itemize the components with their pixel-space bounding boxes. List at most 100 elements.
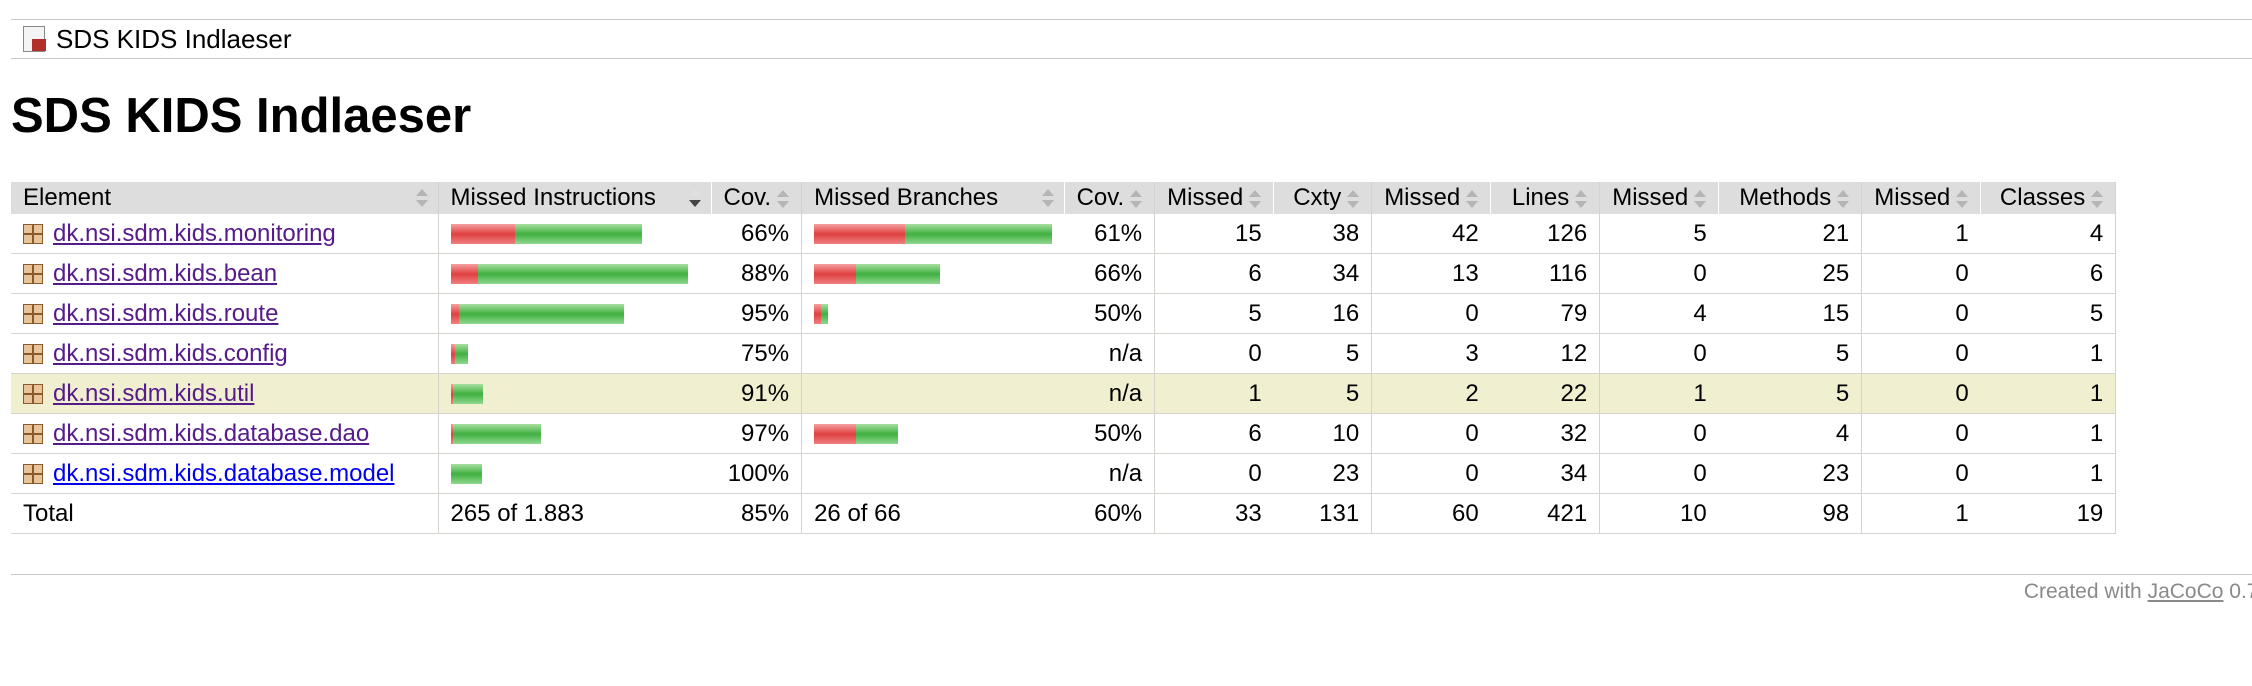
- covered-segment: [453, 383, 484, 404]
- table-row: dk.nsi.sdm.kids.config 75% n/a 0 5 3 12 0 5 0 1: [11, 333, 2117, 374]
- missed-segment: [450, 423, 453, 444]
- coverage-bar: [450, 383, 700, 404]
- instructions-bar-cell: [438, 453, 711, 494]
- table-body: dk.nsi.sdm.kids.monitoring 66% 61% 15 38 42 12…: [11, 214, 2117, 494]
- count-cell: 5: [1273, 373, 1373, 414]
- count-cell: 0: [1599, 413, 1719, 454]
- count-cell: 0: [1371, 293, 1491, 334]
- package-link[interactable]: dk.nsi.sdm.kids.route: [53, 299, 279, 327]
- count-cell: 16: [1273, 293, 1373, 334]
- count-cell: 10: [1273, 413, 1373, 454]
- footer-link[interactable]: JaCoCo: [2147, 580, 2224, 603]
- page-title: SDS KIDS Indlaeser: [11, 89, 472, 143]
- package-link[interactable]: dk.nsi.sdm.kids.database.model: [53, 459, 395, 487]
- column-header[interactable]: Classes: [1980, 182, 2117, 214]
- header-label: Missed: [1874, 184, 1951, 211]
- count-cell: 1: [1980, 373, 2117, 414]
- covered-segment: [478, 263, 689, 284]
- footer-version: 0.7.9: [2229, 580, 2252, 603]
- package-link[interactable]: dk.nsi.sdm.kids.config: [53, 339, 288, 367]
- count-cell: 4: [1718, 413, 1863, 454]
- coverage-bar: [450, 343, 700, 364]
- total-cell: 26 of 66: [801, 493, 1065, 534]
- covered-segment: [458, 303, 624, 324]
- count-cell: 32: [1490, 413, 1601, 454]
- count-cell: 6: [1154, 253, 1274, 294]
- count-cell: 5: [1273, 333, 1373, 374]
- column-header[interactable]: Missed Branches: [801, 182, 1065, 214]
- column-header[interactable]: Cov.: [711, 182, 803, 214]
- coverage-cell: n/a: [1064, 373, 1156, 414]
- column-header[interactable]: Lines: [1490, 182, 1601, 214]
- element-cell: dk.nsi.sdm.kids.monitoring: [11, 214, 439, 254]
- missed-segment: [450, 303, 459, 324]
- total-cell: 421: [1490, 493, 1601, 534]
- element-cell: dk.nsi.sdm.kids.util: [11, 373, 439, 414]
- count-cell: 25: [1718, 253, 1863, 294]
- count-cell: 1: [1599, 373, 1719, 414]
- package-icon: [23, 344, 43, 365]
- coverage-bar: [450, 423, 700, 444]
- sort-icon: [1347, 189, 1360, 208]
- count-cell: 0: [1861, 373, 1981, 414]
- branches-bar-cell: [801, 373, 1065, 414]
- column-header[interactable]: Missed Instructions: [438, 182, 712, 214]
- count-cell: 12: [1490, 333, 1601, 374]
- count-cell: 1: [1154, 373, 1274, 414]
- coverage-cell: 88%: [711, 253, 803, 294]
- package-link[interactable]: dk.nsi.sdm.kids.monitoring: [53, 219, 336, 247]
- total-cell: 19: [1980, 493, 2117, 534]
- column-header[interactable]: Cxty: [1273, 182, 1373, 214]
- count-cell: 0: [1599, 253, 1719, 294]
- column-header[interactable]: Methods: [1718, 182, 1863, 214]
- sort-icon: [1041, 189, 1054, 207]
- covered-segment: [450, 463, 483, 484]
- sort-icon: [1694, 189, 1707, 208]
- missed-segment: [814, 263, 857, 284]
- coverage-cell: 91%: [711, 373, 803, 414]
- coverage-cell: 50%: [1064, 293, 1156, 334]
- instructions-bar-cell: [438, 413, 711, 454]
- coverage-cell: n/a: [1064, 453, 1156, 494]
- total-cell: 33: [1154, 493, 1274, 534]
- coverage-bar: [814, 223, 1053, 244]
- count-cell: 3: [1371, 333, 1491, 374]
- element-cell: dk.nsi.sdm.kids.config: [11, 333, 439, 374]
- footer-text: Created with: [2023, 580, 2142, 603]
- coverage-bar: [814, 423, 1052, 444]
- header-label: Cxty: [1293, 184, 1342, 211]
- column-header[interactable]: Missed: [1599, 182, 1720, 214]
- element-cell: dk.nsi.sdm.kids.database.model: [11, 453, 439, 494]
- coverage-bar: [814, 303, 1052, 324]
- branches-bar-cell: [801, 413, 1065, 454]
- count-cell: 13: [1371, 253, 1491, 294]
- header-label: Missed: [1167, 184, 1244, 211]
- package-icon: [23, 464, 43, 485]
- package-link[interactable]: dk.nsi.sdm.kids.bean: [53, 259, 278, 287]
- count-cell: 116: [1490, 253, 1601, 294]
- coverage-cell: 100%: [711, 453, 803, 494]
- count-cell: 4: [1599, 293, 1719, 334]
- column-header[interactable]: Cov.: [1064, 182, 1156, 214]
- column-header[interactable]: Missed: [1861, 182, 1982, 214]
- coverage-cell: 50%: [1064, 413, 1156, 454]
- count-cell: 0: [1861, 253, 1981, 294]
- count-cell: 5: [1599, 214, 1719, 254]
- header-label: Missed: [1384, 184, 1461, 211]
- sort-icon: [1130, 189, 1143, 208]
- footer: Created with JaCoCo 0.7.9: [2024, 580, 2252, 604]
- column-header[interactable]: Missed: [1154, 182, 1275, 214]
- header-row: Element Missed Instructions Cov. Missed Bra…: [11, 182, 2117, 214]
- count-cell: 0: [1599, 333, 1719, 374]
- instructions-bar-cell: [438, 253, 711, 294]
- package-link[interactable]: dk.nsi.sdm.kids.util: [53, 379, 255, 407]
- coverage-cell: n/a: [1064, 333, 1156, 374]
- instructions-bar-cell: [438, 293, 711, 334]
- sort-icon: [415, 189, 428, 207]
- header-label: Missed Branches: [814, 184, 999, 211]
- column-header[interactable]: Missed: [1371, 182, 1492, 214]
- sort-icon: [1956, 189, 1969, 208]
- package-link[interactable]: dk.nsi.sdm.kids.database.dao: [53, 419, 370, 447]
- column-header[interactable]: Element: [11, 182, 439, 214]
- sort-icon: [1837, 189, 1850, 208]
